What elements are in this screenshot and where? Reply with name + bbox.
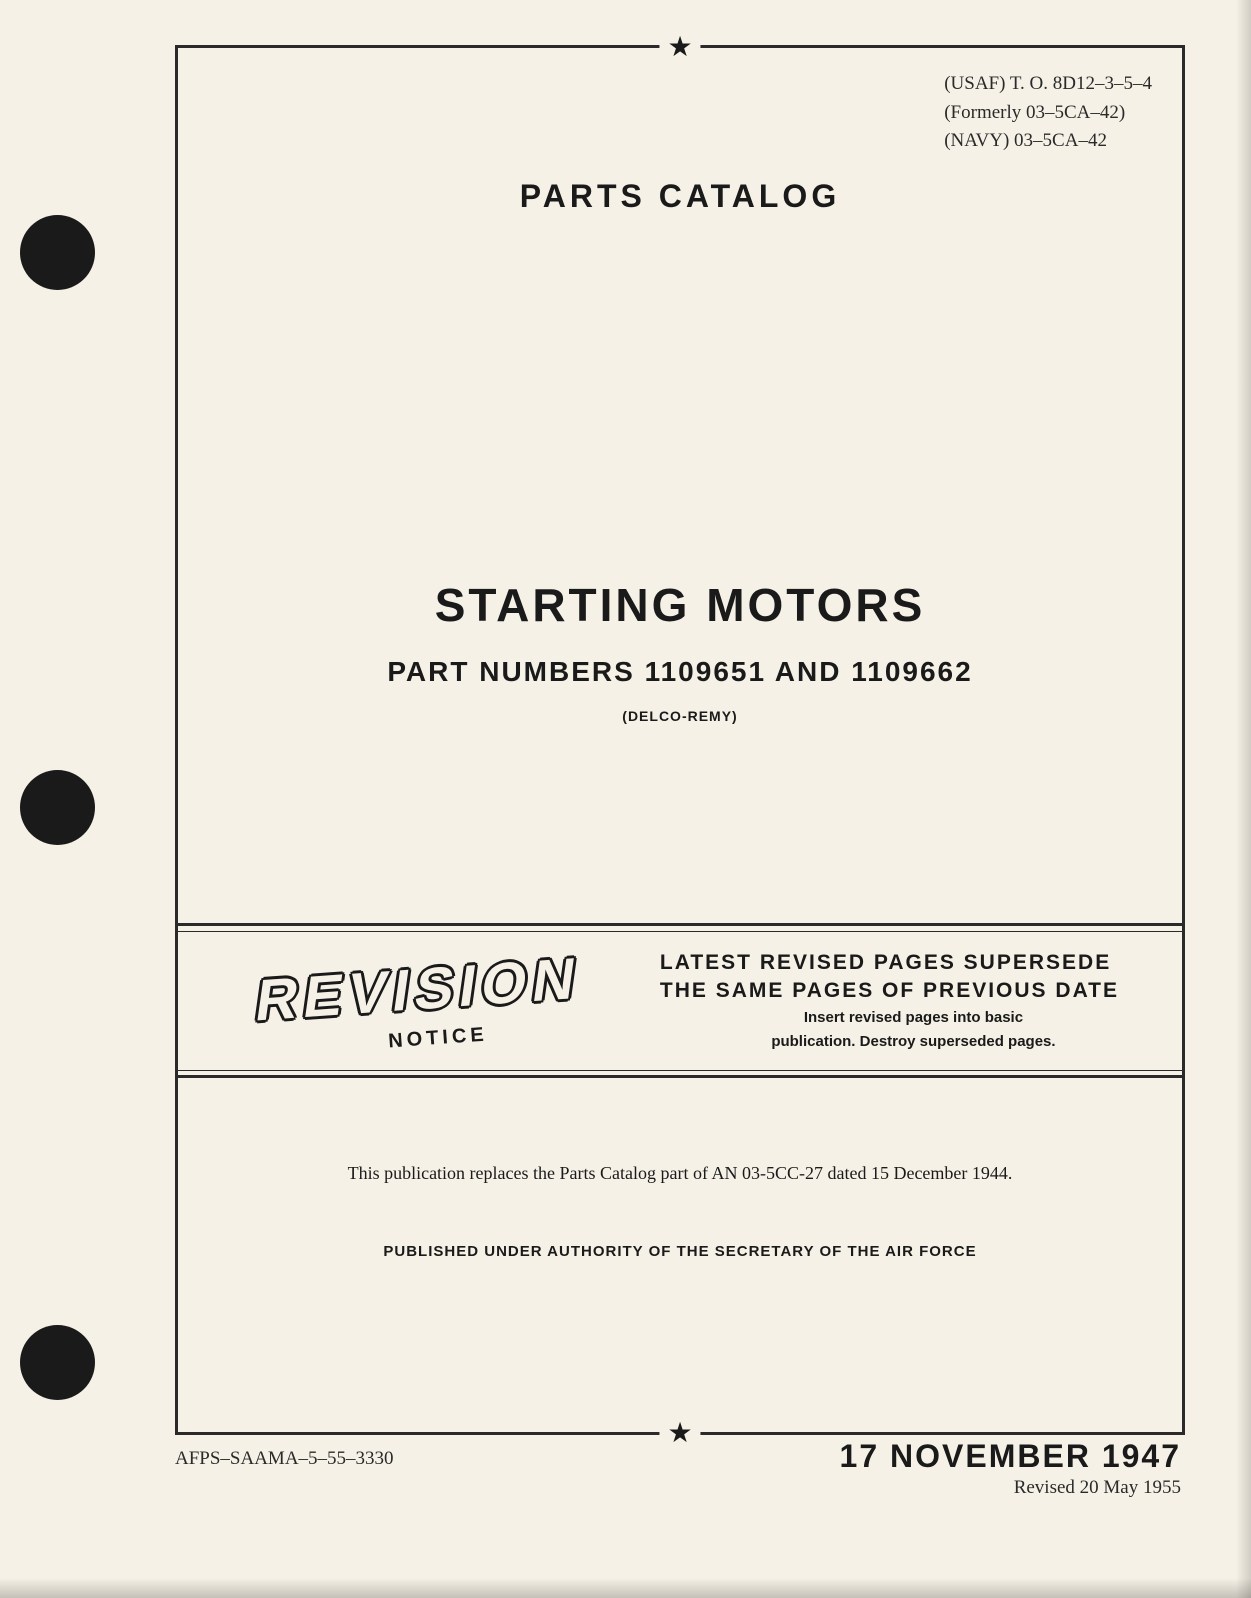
usaf-id: (USAF) T. O. 8D12–3–5–4 <box>944 70 1152 99</box>
revision-graphic: REVISION NOTICE <box>178 932 660 1070</box>
revision-sub1: Insert revised pages into basic <box>660 1008 1167 1028</box>
star-decoration-icon: ★ <box>659 30 700 64</box>
document-id-block: (USAF) T. O. 8D12–3–5–4 (Formerly 03–5CA… <box>944 70 1152 156</box>
revision-line2: THE SAME PAGES OF PREVIOUS DATE <box>660 977 1167 1004</box>
navy-id: (NAVY) 03–5CA–42 <box>944 127 1152 156</box>
revision-stylized-text: REVISION <box>252 944 586 1035</box>
star-decoration-icon: ★ <box>659 1416 700 1450</box>
revision-sub2: publication. Destroy superseded pages. <box>660 1032 1167 1052</box>
formerly-id: (Formerly 03–5CA–42) <box>944 99 1152 128</box>
main-title: STARTING MOTORS <box>178 578 1182 632</box>
revision-notice-box: REVISION NOTICE LATEST REVISED PAGES SUP… <box>178 923 1182 1078</box>
footer-dates: 17 NOVEMBER 1947 Revised 20 May 1955 <box>840 1438 1181 1499</box>
revision-date: Revised 20 May 1955 <box>840 1477 1181 1499</box>
revision-inner: REVISION NOTICE LATEST REVISED PAGES SUP… <box>178 931 1182 1071</box>
notice-label: NOTICE <box>388 1024 489 1054</box>
page-edge-shadow <box>1236 0 1251 1598</box>
page-bottom-shadow <box>0 1578 1251 1598</box>
document-page: ★ ★ (USAF) T. O. 8D12–3–5–4 (Formerly 03… <box>0 0 1251 1598</box>
document-frame: ★ ★ (USAF) T. O. 8D12–3–5–4 (Formerly 03… <box>175 45 1185 1435</box>
binder-hole <box>20 1325 95 1400</box>
replaces-note: This publication replaces the Parts Cata… <box>178 1163 1182 1184</box>
manufacturer: (DELCO-REMY) <box>178 708 1182 724</box>
revision-instructions: LATEST REVISED PAGES SUPERSEDE THE SAME … <box>660 949 1182 1052</box>
part-numbers: PART NUMBERS 1109651 AND 1109662 <box>178 656 1182 688</box>
authority-note: PUBLISHED UNDER AUTHORITY OF THE SECRETA… <box>178 1243 1182 1260</box>
footer-code: AFPS–SAAMA–5–55–3330 <box>175 1448 394 1470</box>
binder-hole <box>20 770 95 845</box>
revision-line1: LATEST REVISED PAGES SUPERSEDE <box>660 949 1167 976</box>
catalog-heading: PARTS CATALOG <box>178 178 1182 215</box>
binder-hole <box>20 215 95 290</box>
publication-date: 17 NOVEMBER 1947 <box>840 1438 1181 1475</box>
